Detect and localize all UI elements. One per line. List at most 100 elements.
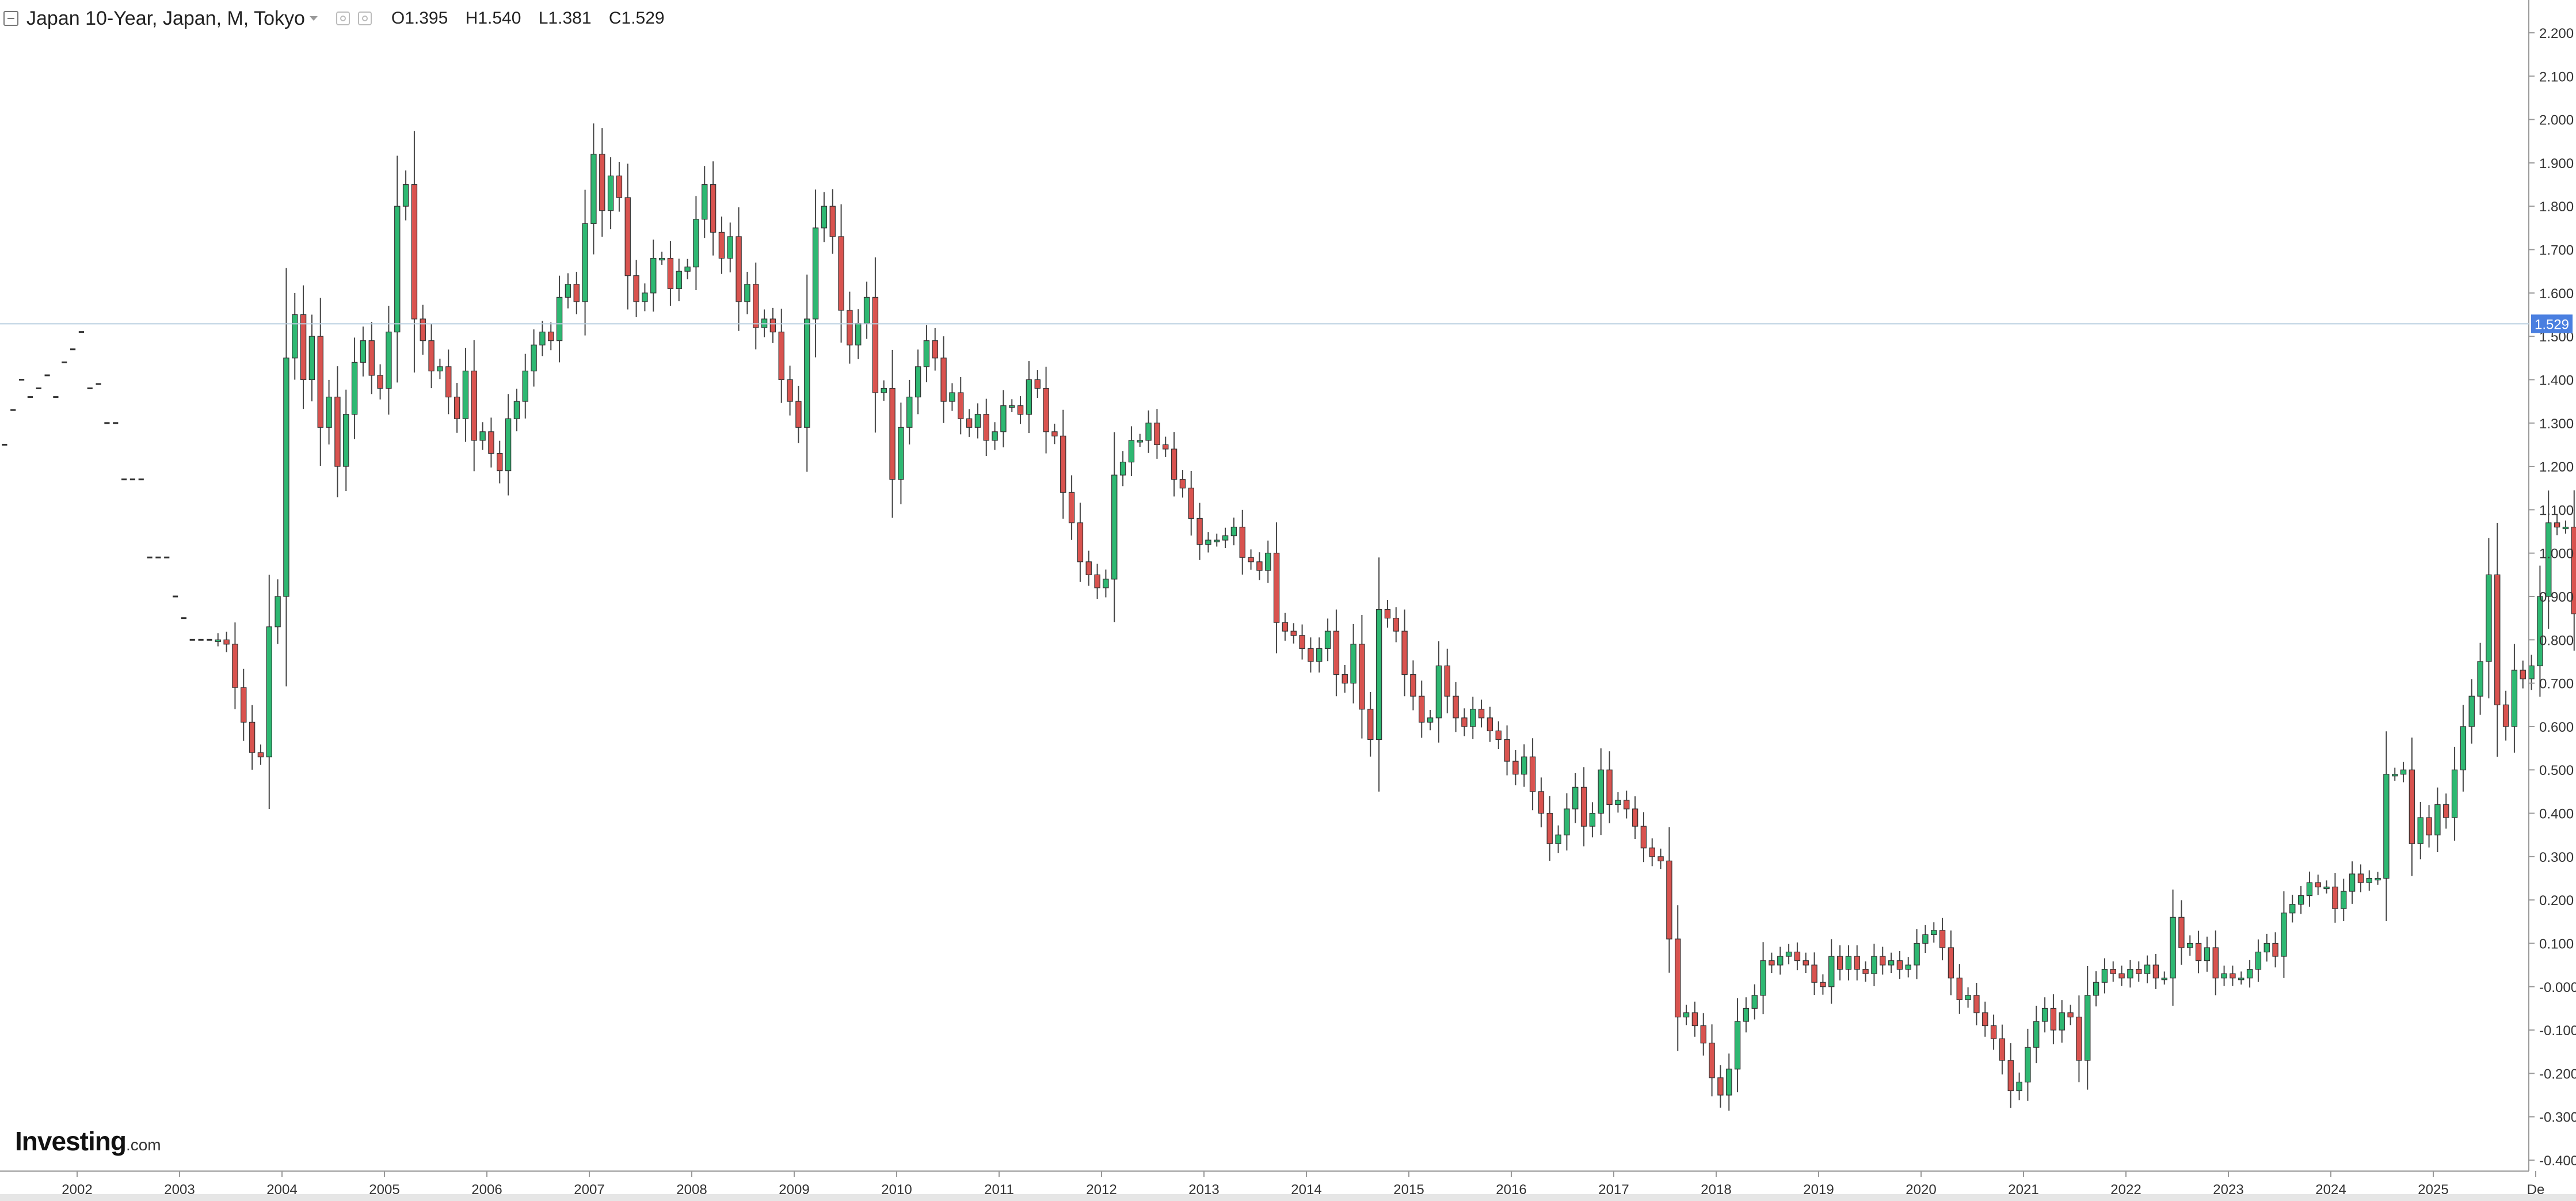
candle	[1444, 648, 1450, 713]
y-tick-label: 1.000	[2539, 546, 2574, 562]
candle	[1606, 751, 1613, 823]
current-price-label: 1.529	[2535, 317, 2569, 332]
candlestick-series	[2, 123, 2576, 1111]
horizontal-scrollbar[interactable]	[0, 1194, 2576, 1201]
candle	[2306, 871, 2313, 907]
candle	[829, 189, 836, 254]
candle	[266, 575, 272, 809]
y-tick-label: 0.900	[2539, 590, 2574, 605]
candle	[753, 263, 759, 349]
candle	[573, 271, 580, 314]
candle	[2041, 997, 2048, 1033]
candle	[2426, 805, 2432, 848]
candle	[633, 260, 639, 318]
y-tick-label: 1.100	[2539, 503, 2574, 518]
candle	[2400, 762, 2407, 782]
candle	[2170, 890, 2176, 1006]
candle	[2025, 1028, 2031, 1101]
candle	[1085, 550, 1092, 586]
y-tick-label: 0.800	[2539, 633, 2574, 648]
candle	[1845, 945, 1852, 980]
candle	[693, 196, 699, 290]
candle	[556, 275, 563, 363]
candle	[1342, 664, 1348, 693]
candle	[992, 422, 998, 450]
candle	[2067, 1005, 2074, 1025]
candle	[1828, 939, 1835, 1004]
candle	[1051, 423, 1058, 444]
candle	[949, 383, 955, 411]
candle	[710, 161, 717, 256]
candle	[488, 417, 494, 468]
candle	[1666, 827, 1672, 973]
candle	[2315, 875, 2321, 895]
candle	[812, 189, 819, 358]
candle	[590, 123, 597, 254]
candle	[1709, 1024, 1715, 1097]
candle	[2007, 1043, 2014, 1108]
candle	[2417, 801, 2423, 860]
candle	[1948, 930, 1954, 995]
candle	[308, 314, 315, 402]
candle	[1546, 796, 1553, 861]
candle	[2494, 522, 2501, 757]
candle	[1179, 470, 1186, 498]
candle	[1751, 984, 1758, 1020]
candle	[445, 349, 452, 415]
candle	[821, 192, 828, 242]
candle	[1691, 1001, 1698, 1037]
candle	[368, 322, 375, 394]
candle	[1222, 527, 1229, 549]
candle	[1555, 825, 1561, 853]
candle	[838, 204, 844, 343]
candle	[2230, 966, 2236, 986]
candle	[1350, 624, 1356, 704]
candle	[1068, 475, 1075, 540]
candle	[1103, 569, 1109, 598]
candle	[249, 705, 256, 770]
candle	[343, 389, 349, 492]
candle	[1726, 1053, 1732, 1111]
y-tick-label: 1.700	[2539, 243, 2574, 259]
candle	[1836, 945, 1843, 980]
candle	[1880, 947, 1886, 975]
visibility-icon[interactable]	[357, 12, 372, 25]
y-tick-label: -0.100	[2539, 1023, 2576, 1039]
candle	[223, 632, 230, 652]
candle	[1273, 522, 1280, 653]
candle	[1760, 942, 1766, 1014]
candle	[958, 377, 964, 435]
candle	[1598, 748, 1604, 835]
y-tick-label: 0.400	[2539, 807, 2574, 822]
candle	[522, 354, 528, 419]
candle	[428, 323, 435, 389]
instrument-title[interactable]: Japan 10-Year, Japan, M, Tokyo	[26, 7, 305, 29]
y-tick-label: 1.200	[2539, 459, 2574, 475]
candle	[1094, 564, 1100, 599]
candle	[1529, 738, 1536, 811]
y-tick-label: -0.000	[2539, 980, 2576, 995]
candle	[1470, 696, 1476, 739]
candle	[1009, 399, 1015, 412]
candle	[1939, 918, 1946, 960]
candle	[1675, 905, 1681, 1051]
candle	[804, 274, 810, 472]
candle	[360, 326, 367, 377]
candle	[2050, 994, 2057, 1044]
candle	[1290, 623, 1297, 644]
y-tick-label: 2.200	[2539, 26, 2574, 41]
candle	[2101, 958, 2108, 994]
candle	[1427, 709, 1434, 731]
investing-logo[interactable]: Investing.com	[15, 1126, 161, 1157]
candle	[1419, 681, 1425, 738]
y-axis[interactable]: 2.2002.1002.0001.9001.8001.7001.6001.500…	[2528, 0, 2576, 1171]
settings-icon[interactable]	[336, 12, 350, 25]
candle	[283, 268, 289, 687]
collapse-icon[interactable]	[3, 11, 18, 26]
candle	[1683, 1005, 1690, 1025]
candle	[1811, 952, 1817, 995]
candle	[863, 282, 870, 339]
y-tick-label: 0.500	[2539, 763, 2574, 778]
dropdown-caret-icon[interactable]	[309, 16, 318, 21]
